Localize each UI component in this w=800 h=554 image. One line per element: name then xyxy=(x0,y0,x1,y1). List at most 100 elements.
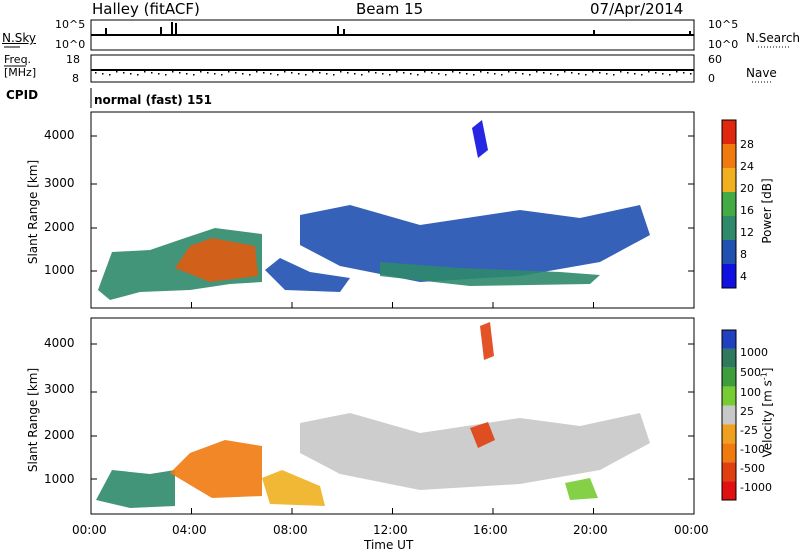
nave-dot xyxy=(130,73,132,75)
nave-dot xyxy=(417,74,419,76)
velocity-colorbar-segment xyxy=(722,443,736,463)
nave-dot xyxy=(263,72,265,74)
beam-title: Beam 15 xyxy=(356,0,424,18)
nave-dot xyxy=(179,72,181,74)
power-morning-echo xyxy=(265,258,350,292)
nave-dot xyxy=(606,73,608,75)
power-colorbar-segment xyxy=(722,120,736,144)
velocity-ytick-1000: 1000 xyxy=(44,472,75,486)
power-ytick-4000: 4000 xyxy=(44,128,75,142)
nave-dot xyxy=(515,72,517,74)
xtick-0000: 00:00 xyxy=(72,523,107,537)
nave-dot xyxy=(571,72,573,74)
nave-dot xyxy=(508,71,510,73)
power-cb-tick-20: 20 xyxy=(740,182,754,195)
nave-dot xyxy=(354,73,356,75)
xtick-1200: 12:00 xyxy=(373,523,408,537)
nave-tick-top: 60 xyxy=(708,53,722,66)
power-cb-tick-12: 12 xyxy=(740,226,754,239)
velocity-flow-echo xyxy=(170,440,262,498)
nave-label: Nave xyxy=(746,66,777,80)
nave-dot xyxy=(564,71,566,73)
power-cb-tick-4: 4 xyxy=(740,270,747,283)
nave-dot xyxy=(340,71,342,73)
velocity-colorbar-segment xyxy=(722,481,736,500)
nave-dot xyxy=(662,73,664,75)
power-cb-tick-28: 28 xyxy=(740,138,754,151)
nsearch-tick-bottom: 10^0 xyxy=(708,38,739,51)
freq-label-line2: [MHz] xyxy=(4,66,37,79)
nave-dot xyxy=(375,72,377,74)
velocity-evening-echo xyxy=(300,413,650,490)
nave-dot xyxy=(256,71,258,73)
power-cb-tick-24: 24 xyxy=(740,160,754,173)
vel-cb-tick-m500: -500 xyxy=(740,462,765,475)
power-colorbar-segment xyxy=(722,168,736,192)
power-ytick-3000: 3000 xyxy=(44,176,75,190)
nsearch-label: N.Search xyxy=(746,31,800,45)
nave-dot xyxy=(172,71,174,73)
velocity-colorbar-segment xyxy=(722,462,736,482)
nave-dot xyxy=(389,74,391,76)
nave-dot xyxy=(242,73,244,75)
nave-dot xyxy=(200,71,202,73)
xtick-2400: 00:00 xyxy=(674,523,709,537)
xtick-0400: 04:00 xyxy=(172,523,207,537)
power-high-echo xyxy=(472,120,488,158)
vel-cb-tick-1000: 1000 xyxy=(740,346,768,359)
velocity-red-spot xyxy=(470,422,495,448)
nave-dot xyxy=(592,71,594,73)
nave-dot xyxy=(144,71,146,73)
vel-cb-tick-m1000: -1000 xyxy=(740,481,772,494)
nave-dot xyxy=(466,73,468,75)
velocity-colorbar-segment xyxy=(722,330,736,349)
xtick-0800: 08:00 xyxy=(273,523,308,537)
nsky-label: N.Sky xyxy=(2,31,37,45)
vel-cb-tick-500: 500 xyxy=(740,366,761,379)
nave-dot xyxy=(641,74,643,76)
velocity-colorbar-segment xyxy=(722,405,736,425)
nave-dot xyxy=(333,74,335,76)
power-colorbar-segment xyxy=(722,264,736,288)
nave-dot xyxy=(207,72,209,74)
power-ytick-2000: 2000 xyxy=(44,220,75,234)
power-colorbar-segment xyxy=(722,192,736,216)
freq-tick-bottom: 8 xyxy=(72,72,79,85)
nave-dot xyxy=(648,71,650,73)
nave-dot xyxy=(452,71,454,73)
xtick-1600: 16:00 xyxy=(473,523,508,537)
nave-dot xyxy=(95,72,97,74)
nave-dot xyxy=(347,72,349,74)
nave-dot xyxy=(284,71,286,73)
velocity-colorbar-frame xyxy=(721,329,737,501)
velocity-ytick-4000: 4000 xyxy=(44,336,75,350)
nave-dot xyxy=(396,71,398,73)
vel-cb-tick-100: 100 xyxy=(740,386,761,399)
power-colorbar-frame xyxy=(721,119,737,289)
velocity-ytick-3000: 3000 xyxy=(44,382,75,396)
nave-dot xyxy=(326,73,328,75)
freq-panel-frame xyxy=(90,54,695,83)
velocity-ytick-2000: 2000 xyxy=(44,428,75,442)
velocity-colorbar-segment xyxy=(722,424,736,444)
nave-dot xyxy=(235,72,237,74)
nave-dot xyxy=(193,74,195,76)
power-colorbar-segment xyxy=(722,240,736,264)
nave-dot xyxy=(137,74,139,76)
nave-dot xyxy=(403,72,405,74)
nave-dot xyxy=(536,71,538,73)
nave-dot xyxy=(585,74,587,76)
power-colorbar-segment xyxy=(722,216,736,240)
nave-dot xyxy=(186,73,188,75)
nave-dot xyxy=(102,73,104,75)
nsky-tick-top: 10^5 xyxy=(55,18,86,31)
nave-dot xyxy=(270,73,272,75)
nave-dot xyxy=(410,73,412,75)
nave-dot xyxy=(305,74,307,76)
nave-dot xyxy=(228,71,230,73)
power-cb-tick-16: 16 xyxy=(740,204,754,217)
nave-dot xyxy=(634,73,636,75)
nave-dot xyxy=(669,74,671,76)
velocity-colorbar-segment xyxy=(722,348,736,368)
